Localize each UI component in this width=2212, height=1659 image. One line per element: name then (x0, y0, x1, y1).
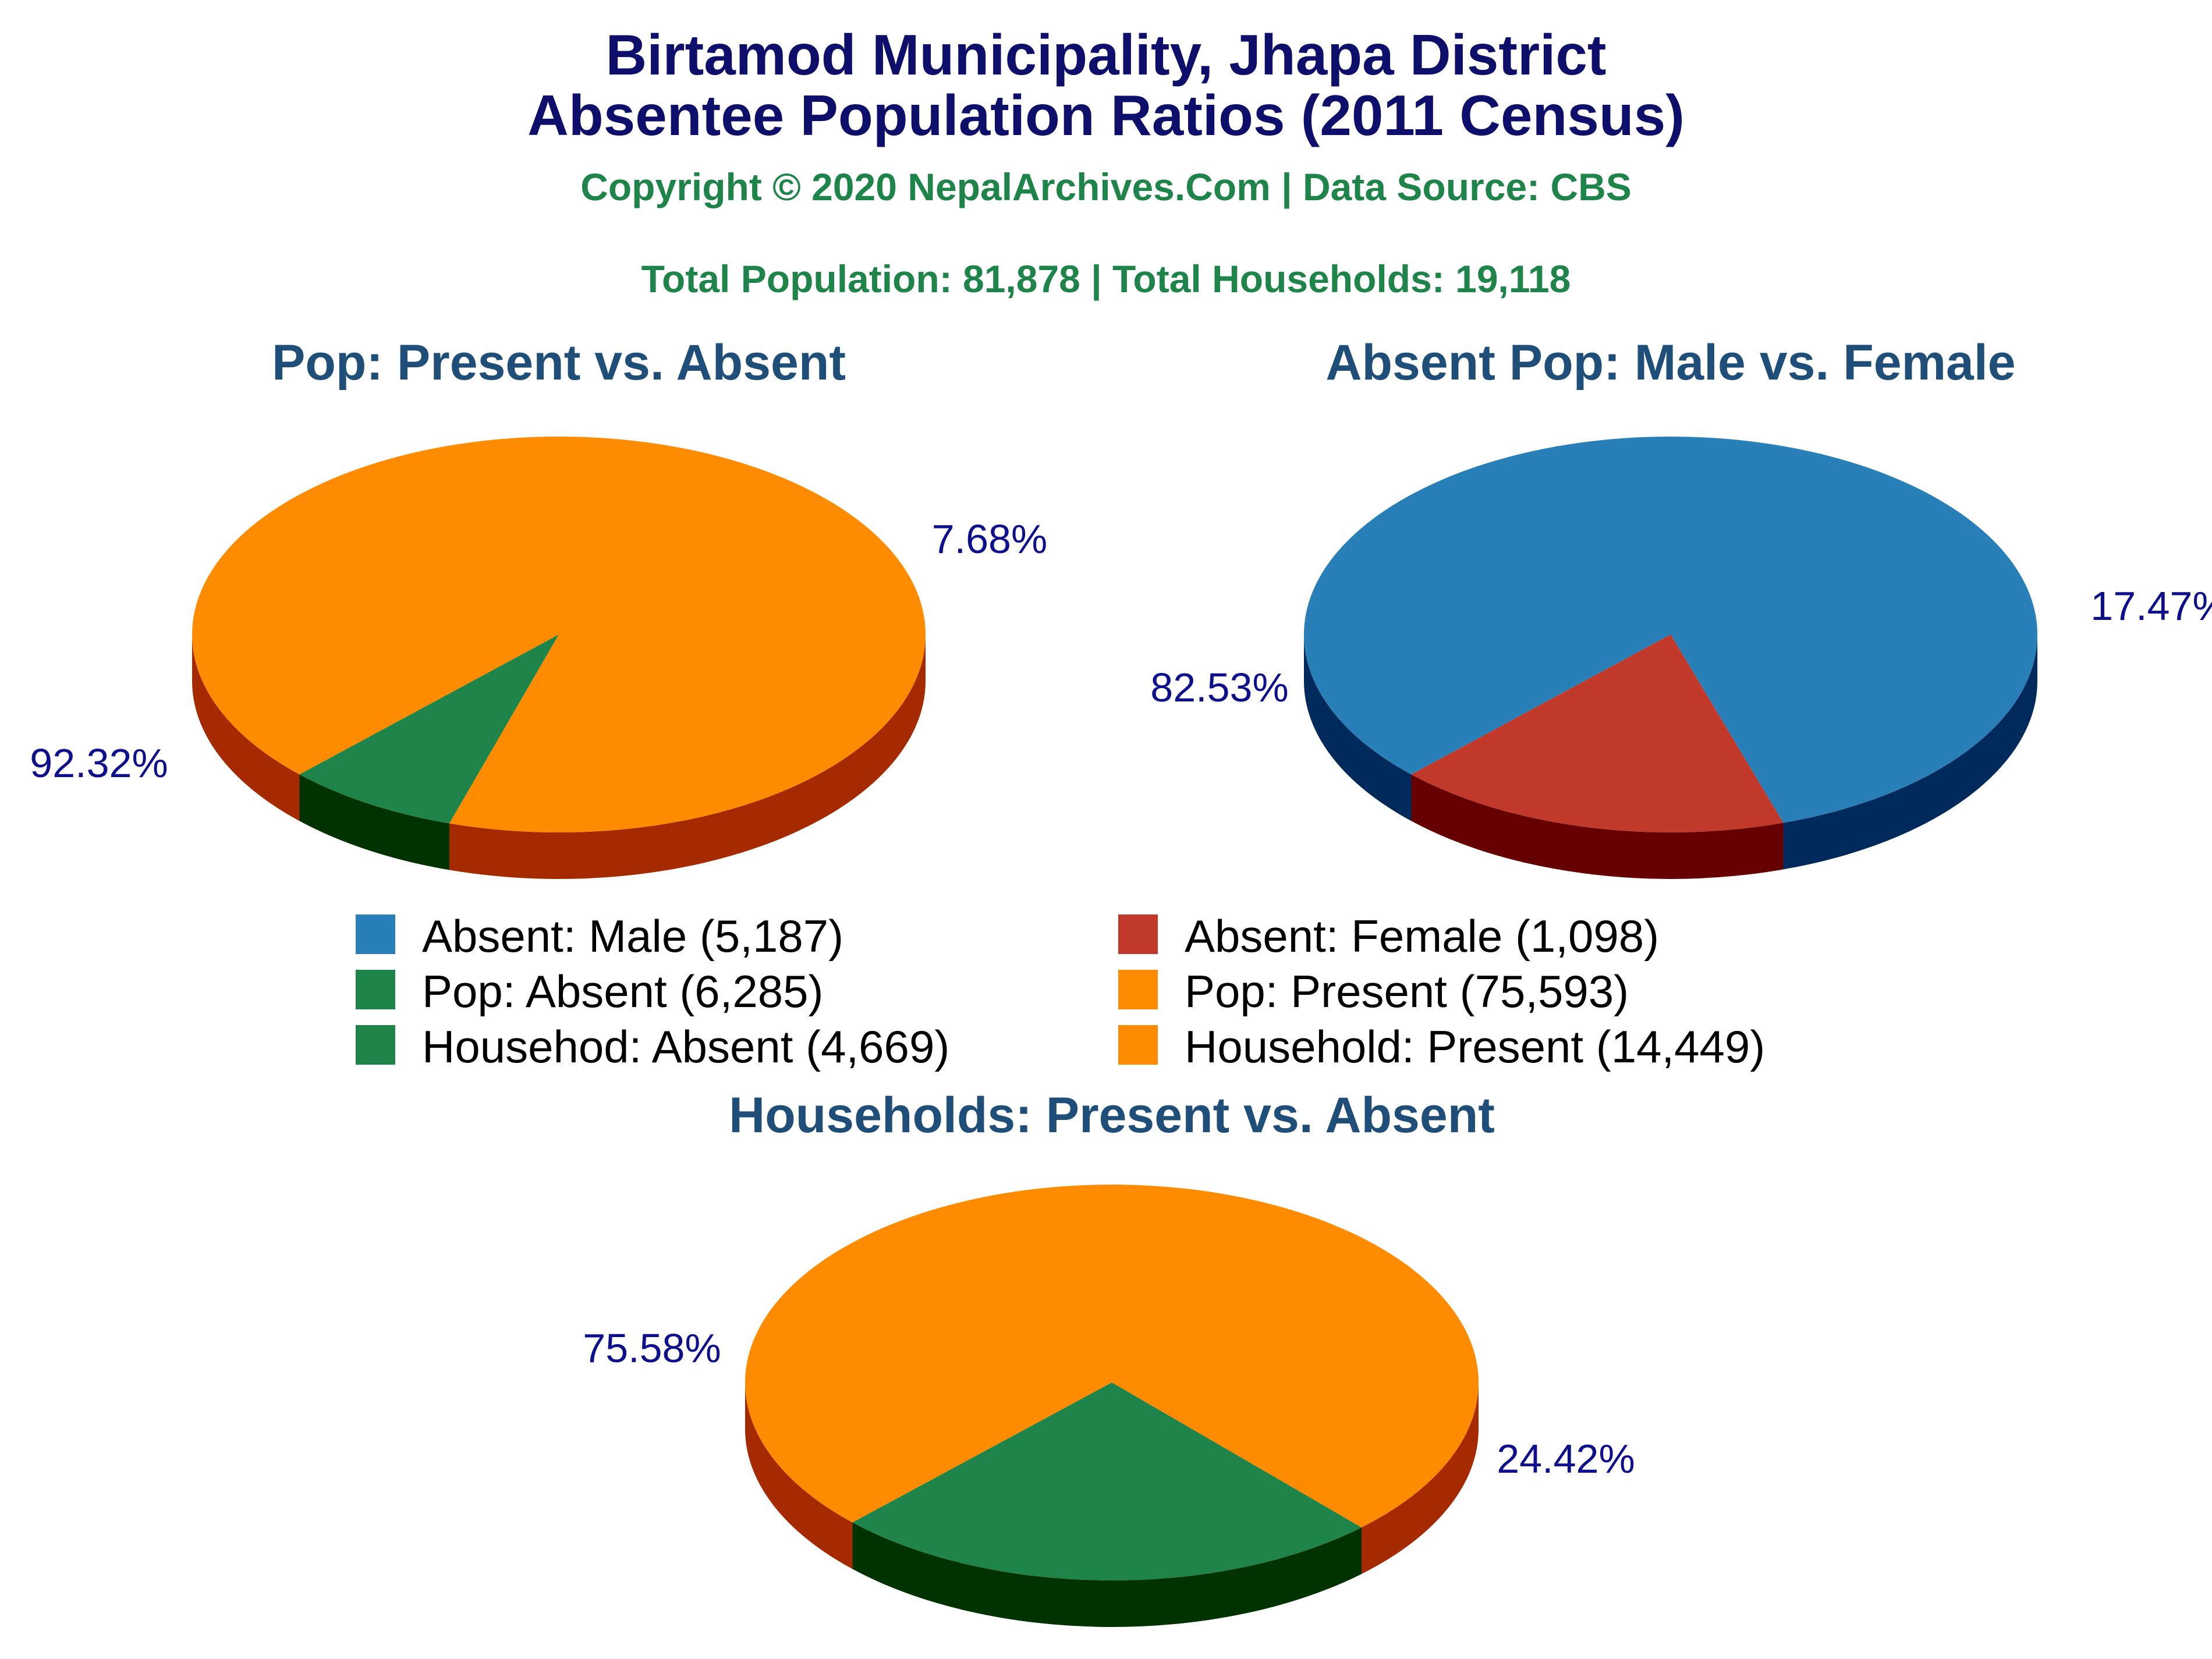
pie-slice-2 (299, 634, 559, 824)
pie-percent-label: 82.53% (1150, 665, 1288, 710)
pie-slice-2 (852, 1383, 1362, 1580)
chart-title-line1: Birtamod Municipality, Jhapa District (606, 23, 1607, 87)
pie-sides (745, 1383, 1479, 1627)
pie-slice-1 (745, 1185, 1479, 1527)
pie-sides (1304, 634, 2038, 879)
legend-label: Absent: Female (1,098) (1185, 910, 1659, 962)
legend-item: Household: Present (14,449) (1117, 1021, 1765, 1072)
legend-item: Househod: Absent (4,669) (355, 1021, 949, 1072)
legend-label: Househod: Absent (4,669) (422, 1021, 949, 1072)
pie-top (1304, 436, 2037, 832)
totals-text: Total Population: 81,878 | Total Househo… (641, 257, 1571, 302)
legend-label: Household: Present (14,449) (1185, 1021, 1765, 1072)
pie-percent-label: 75.58% (583, 1325, 721, 1371)
legend-swatch (1117, 913, 1159, 955)
pie-slice-1 (1304, 436, 2037, 823)
pie-slice-1 (192, 436, 926, 832)
legend-swatch (1117, 1024, 1159, 1066)
pie-side-2 (852, 1522, 1362, 1627)
pie-chart-3: Households: Present vs. Absent 75.58% 24.4… (583, 1087, 1635, 1627)
pie-title: Pop: Present vs. Absent (272, 335, 846, 391)
legend-swatch (355, 1024, 396, 1066)
pie-side-1 (1362, 1383, 1479, 1574)
pie-side-2 (1411, 774, 1784, 879)
legend-label: Pop: Absent (6,285) (422, 966, 823, 1017)
pie-percent-label: 24.42% (1497, 1436, 1635, 1481)
pie-sides (192, 634, 926, 879)
legend-label: Pop: Present (75,593) (1185, 966, 1629, 1017)
legend-swatch (355, 969, 396, 1011)
pie-top (745, 1185, 1479, 1580)
pie-title: Households: Present vs. Absent (729, 1087, 1495, 1143)
legend-swatch (355, 913, 396, 955)
legend-item: Pop: Absent (6,285) (355, 966, 823, 1017)
pie-percent-label: 17.47% (2090, 583, 2212, 629)
legend-item: Pop: Present (75,593) (1117, 966, 1629, 1017)
pie-title: Absent Pop: Male vs. Female (1325, 335, 2015, 391)
pie-slice-2 (1411, 634, 1784, 832)
pie-percent-label: 92.32% (30, 740, 168, 786)
pie-chart-2: Absent Pop: Male vs. Female 82.53% 17.47% (1150, 335, 2212, 879)
pie-top (192, 436, 926, 832)
legend-item: Absent: Female (1,098) (1117, 910, 1659, 962)
legend-swatch (1117, 969, 1159, 1011)
legend-item: Absent: Male (5,187) (355, 910, 843, 962)
pie-charts: Pop: Present vs. Absent 92.32% 7.68% Absent… (30, 335, 2212, 1627)
pie-side-1 (1304, 634, 1412, 821)
chart-title-line2: Absentee Population Ratios (2011 Census) (527, 83, 1685, 147)
pie-side-1 (449, 634, 926, 879)
pie-side-1 (1783, 634, 2038, 870)
copyright-text: Copyright © 2020 NepalArchives.Com | Dat… (580, 165, 1632, 210)
pie-side-1 (192, 634, 300, 821)
pie-percent-label: 7.68% (932, 516, 1047, 562)
pie-side-2 (299, 774, 449, 870)
legend-label: Absent: Male (5,187) (422, 910, 843, 962)
pie-side-1 (745, 1383, 853, 1569)
pie-chart-1: Pop: Present vs. Absent 92.32% 7.68% (30, 335, 1047, 879)
legend: Absent: Male (5,187) Absent: Female (1,09… (355, 910, 1765, 1072)
